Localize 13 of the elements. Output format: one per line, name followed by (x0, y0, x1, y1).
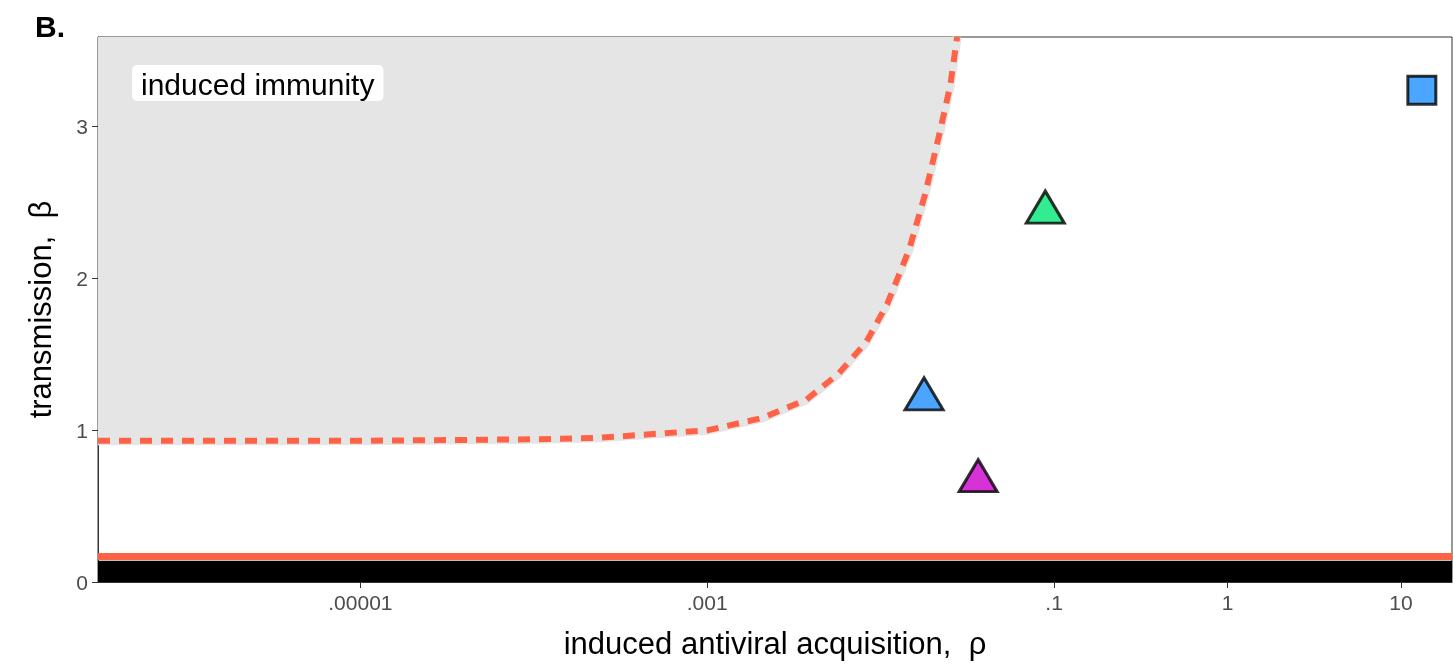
annotation: induced immunity (141, 67, 375, 101)
chart-title: B. (35, 9, 65, 43)
x-tick-label: .00001 (328, 591, 393, 614)
y-tick-label: 2 (76, 266, 88, 290)
y-axis-title: transmission, β (23, 200, 58, 419)
x-tick-label: 10 (1389, 591, 1413, 614)
x-tick-label: 1 (1221, 591, 1234, 614)
y-tick-label: 1 (76, 418, 88, 442)
y-tick-label: 0 (76, 570, 88, 594)
x-axis-title: induced antiviral acquisition, ρ (563, 626, 987, 661)
x-tick-label: .1 (1045, 591, 1063, 614)
x-tick-label: .001 (686, 591, 728, 614)
y-tick-label: 3 (76, 115, 88, 139)
